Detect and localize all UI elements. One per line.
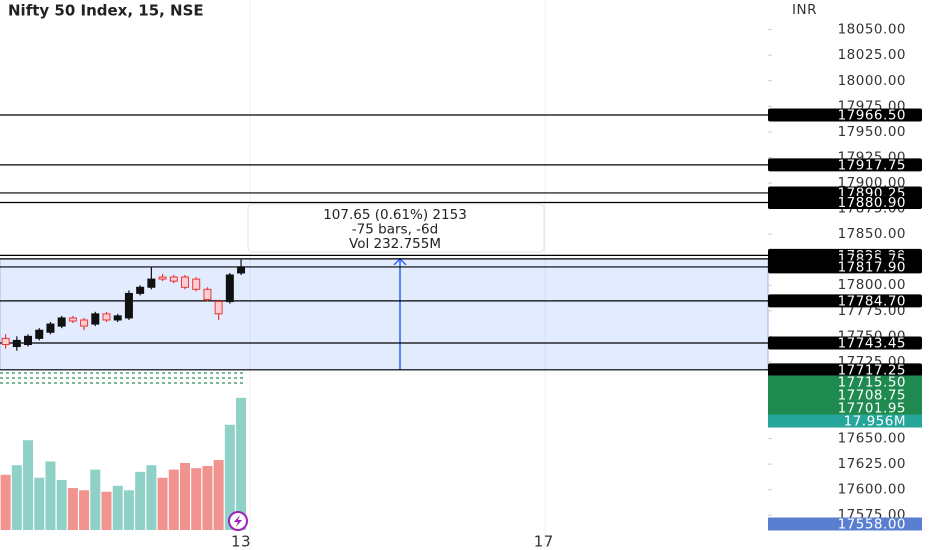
volume-bar <box>45 461 56 530</box>
candle-body <box>91 313 100 325</box>
price-label-box <box>768 375 922 389</box>
level-label: 17784.70 <box>838 293 906 309</box>
level-label-box <box>768 196 922 210</box>
x-tick-label: 17 <box>534 533 554 550</box>
measure-text: -75 bars, -6d <box>352 222 438 238</box>
y-tick-label: 17625.00 <box>838 456 906 472</box>
candle-body <box>192 278 201 290</box>
level-label-box <box>768 363 922 377</box>
y-tick-label: 17850.00 <box>838 226 906 242</box>
candle-body <box>12 339 21 348</box>
price-label: 17701.95 <box>838 401 906 417</box>
candle-body <box>136 286 145 294</box>
x-tick-label: 13 <box>231 533 251 550</box>
candle-body <box>68 317 77 322</box>
candle-body <box>113 315 122 321</box>
volume-label-box <box>768 414 922 428</box>
candle-body <box>102 313 111 321</box>
level-label: 17717.25 <box>838 362 906 378</box>
level-label: 17880.90 <box>838 195 906 211</box>
candle-body <box>237 266 246 274</box>
volume-bar <box>236 397 247 530</box>
volume-bar <box>11 465 22 530</box>
candle-body <box>46 323 55 333</box>
volume-bar <box>34 477 45 530</box>
measure-tooltip <box>247 203 545 253</box>
level-label-box <box>768 294 922 308</box>
y-tick-label: 17950.00 <box>838 124 906 140</box>
volume-bar <box>168 469 179 530</box>
volume-bar <box>224 424 235 530</box>
y-tick-label: 18000.00 <box>838 73 906 89</box>
volume-bar <box>79 490 90 530</box>
volume-bar <box>135 471 146 530</box>
level-label-box <box>768 336 922 350</box>
candle-body <box>158 276 167 280</box>
candle-body <box>214 301 223 315</box>
y-tick-label: 18050.00 <box>838 22 906 38</box>
price-label: 17708.75 <box>838 388 906 404</box>
price-label-box <box>768 388 922 402</box>
candle-body <box>1 337 10 346</box>
candle-body <box>124 292 133 319</box>
volume-bar <box>146 465 157 530</box>
candle-body <box>180 276 189 288</box>
last-label: 17558.00 <box>838 517 906 533</box>
level-label: 17966.50 <box>838 108 906 124</box>
volume-bar <box>90 469 101 530</box>
volume-bar <box>213 460 224 530</box>
y-tick-label: 17600.00 <box>838 482 906 498</box>
measure-text: Vol 232.755M <box>349 236 441 252</box>
volume-label: 17.956M <box>844 414 906 430</box>
volume-bar <box>157 477 168 530</box>
volume-bar <box>23 440 34 530</box>
y-tick-label: 17800.00 <box>838 277 906 293</box>
candle-body <box>24 335 33 346</box>
volume-bar <box>179 463 190 530</box>
candle-body <box>147 278 156 288</box>
last-label-box <box>768 517 922 531</box>
volume-bar <box>191 468 202 530</box>
level-label: 17917.75 <box>838 157 906 173</box>
level-label-box <box>768 260 922 274</box>
level-label-box <box>768 158 922 172</box>
candle-body <box>80 319 89 327</box>
y-tick-label: 17650.00 <box>838 431 906 447</box>
level-label: 17817.90 <box>838 259 906 275</box>
volume-bar <box>112 485 123 530</box>
volume-bar <box>202 465 213 530</box>
volume-bar <box>123 490 134 530</box>
lightning-icon <box>228 511 248 531</box>
level-label-box <box>768 108 922 122</box>
price-label-box <box>768 401 922 415</box>
candle-body <box>169 276 178 282</box>
volume-bar <box>67 488 78 530</box>
candle-body <box>35 329 44 339</box>
dots <box>0 372 244 384</box>
volume-bar <box>0 474 11 530</box>
chart-title: Nifty 50 Index, 15, NSE <box>8 2 204 20</box>
candle-body <box>203 288 212 301</box>
measure-text: 107.65 (0.61%) 2153 <box>323 207 467 223</box>
currency: INR <box>792 2 817 18</box>
measure-box <box>0 258 769 371</box>
level-label: 17743.45 <box>838 336 906 352</box>
y-tick-label: 18025.00 <box>838 47 906 63</box>
volume-bar <box>101 491 112 530</box>
volume-bar <box>56 479 67 530</box>
candle-body <box>225 274 234 303</box>
candle-body <box>57 317 66 327</box>
price-label: 17715.50 <box>838 375 906 391</box>
